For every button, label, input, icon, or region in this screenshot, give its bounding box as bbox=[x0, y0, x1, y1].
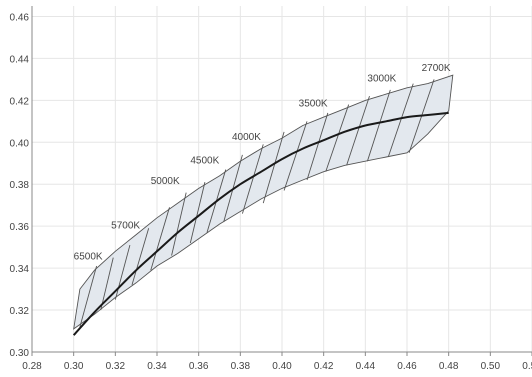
x-tick-label: 0.42 bbox=[314, 361, 334, 372]
y-tick-label: 0.42 bbox=[10, 96, 30, 107]
cct-label: 6500K bbox=[74, 252, 103, 263]
y-tick-label: 0.34 bbox=[10, 264, 30, 275]
x-tick-label: 0.32 bbox=[106, 361, 126, 372]
x-tick-label: 0.34 bbox=[147, 361, 167, 372]
y-tick-label: 0.40 bbox=[10, 138, 30, 149]
isotemperature-line bbox=[366, 89, 391, 162]
cct-label: 5000K bbox=[151, 176, 180, 187]
axes: 0.28 0.30 0.32 0.34 0.36 0.38 0.40 0.42 0.44 0.46… bbox=[10, 6, 532, 372]
x-tick-label: 0.28 bbox=[22, 361, 42, 372]
y-tick-label: 0.44 bbox=[10, 54, 30, 65]
isotemperature-line bbox=[262, 131, 285, 204]
x-tick-label: 0.38 bbox=[231, 361, 251, 372]
x-tick-label: 0.52 bbox=[522, 361, 532, 372]
x-tick-label: 0.30 bbox=[64, 361, 84, 372]
isotemperature-line bbox=[283, 121, 308, 191]
isotemperature-line bbox=[306, 112, 329, 181]
x-tick-label: 0.36 bbox=[189, 361, 209, 372]
cct-label: 5700K bbox=[111, 220, 140, 231]
y-tick-label: 0.46 bbox=[10, 12, 30, 23]
planckian-locus-line bbox=[72, 111, 449, 336]
isotemperature-line bbox=[150, 207, 170, 271]
cct-label: 2700K bbox=[422, 63, 451, 74]
x-tick-label: 0.44 bbox=[356, 361, 376, 372]
cct-label: 4500K bbox=[190, 155, 219, 166]
x-tick-label: 0.46 bbox=[397, 361, 417, 372]
y-tick-label: 0.32 bbox=[10, 306, 30, 317]
y-tick-label: 0.30 bbox=[10, 348, 30, 359]
cct-label: 3000K bbox=[367, 73, 396, 84]
isotemperature-line bbox=[100, 257, 114, 311]
isotemperature-line bbox=[325, 104, 350, 172]
isotemperature-line bbox=[346, 96, 370, 166]
y-tick-label: 0.38 bbox=[10, 180, 30, 191]
isotemperature-line bbox=[189, 182, 206, 244]
y-tick-label: 0.36 bbox=[10, 222, 30, 233]
isotemperature-line bbox=[79, 265, 98, 327]
tolerance-band bbox=[73, 74, 454, 330]
x-tick-label: 0.50 bbox=[481, 361, 501, 372]
isotemperature-line bbox=[114, 244, 131, 300]
isotemperature-line bbox=[387, 83, 414, 158]
planckian-curve bbox=[72, 111, 449, 336]
cct-labels: 6500K 5700K 5000K 4500K 4000K 3500K 3000K 2700K bbox=[74, 63, 451, 263]
isotemperature-line bbox=[241, 144, 264, 214]
x-tick-label: 0.40 bbox=[272, 361, 292, 372]
isotemperature-line bbox=[171, 192, 187, 256]
cct-label: 4000K bbox=[232, 132, 261, 143]
cct-label: 3500K bbox=[299, 99, 328, 110]
x-tick-label: 0.48 bbox=[439, 361, 459, 372]
tolerance-band-area bbox=[73, 74, 454, 330]
isotemperature-line bbox=[131, 228, 150, 286]
